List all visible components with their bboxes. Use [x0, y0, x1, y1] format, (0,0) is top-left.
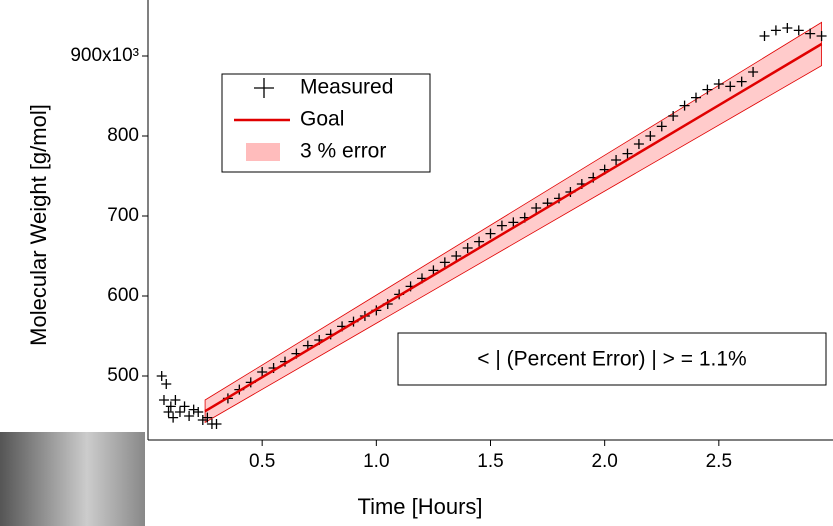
y-tick-label: 700 [107, 205, 139, 226]
x-tick-label: 1.0 [363, 451, 389, 472]
measured-point [496, 220, 507, 231]
measured-point [736, 76, 747, 87]
measured-point [656, 121, 667, 132]
measured-point [428, 265, 439, 276]
measured-point [179, 401, 190, 412]
measured-point [439, 257, 450, 268]
x-tick-label: 1.5 [477, 451, 503, 472]
measured-point [713, 79, 724, 89]
photo-fragment [0, 432, 145, 526]
measured-point [211, 419, 222, 429]
measured-point [725, 81, 736, 92]
x-tick-label: 2.0 [591, 451, 617, 472]
measured-point [202, 412, 213, 423]
measured-point [759, 31, 770, 41]
measured-point [782, 23, 793, 33]
measured-point [188, 404, 199, 415]
legend-label: 3 % error [300, 140, 386, 163]
measured-point [611, 155, 622, 165]
annotation: < | (Percent Error) | > = 1.1% [477, 348, 746, 371]
measured-point [174, 407, 185, 417]
x-tick-label: 0.5 [249, 451, 275, 472]
measured-point [633, 139, 644, 149]
measured-point [170, 395, 181, 405]
measured-point [451, 251, 462, 261]
measured-point [668, 111, 679, 121]
measured-point [691, 92, 701, 103]
measured-point [622, 148, 633, 159]
measured-point [158, 395, 169, 405]
measured-point [485, 228, 496, 239]
measured-point [257, 367, 268, 377]
measured-point [168, 412, 179, 423]
goal-line [204, 42, 823, 413]
y-tick-label: 800 [107, 125, 139, 146]
legend-label: Measured [300, 76, 393, 99]
y-tick-label: 900x10³ [70, 45, 139, 66]
measured-point [156, 371, 167, 381]
measured-point [462, 243, 473, 253]
y-tick-label: 500 [107, 365, 139, 386]
measured-point [165, 401, 176, 412]
y-axis-title: Molecular Weight [g/mol] [26, 104, 51, 346]
measured-point [702, 84, 713, 95]
measured-point [508, 217, 519, 228]
measured-point [193, 407, 204, 417]
legend-swatch [246, 143, 280, 161]
measured-point [184, 411, 195, 421]
measured-point [197, 415, 208, 425]
y-tick-label: 600 [107, 285, 139, 306]
annotation-box [397, 332, 827, 386]
x-axis-title: Time [Hours] [357, 494, 482, 519]
measured-point [816, 31, 827, 41]
measured-point [748, 67, 759, 77]
measured-point [163, 407, 174, 417]
measured-point [679, 100, 690, 111]
measured-point [805, 28, 816, 39]
measured-point [474, 236, 485, 247]
legend-swatch [254, 78, 274, 98]
measured-point [770, 25, 781, 36]
measured-point [793, 25, 804, 36]
legend-label: Goal [300, 108, 344, 131]
x-tick-label: 2.5 [706, 451, 732, 472]
measured-point [645, 131, 656, 141]
measured-point [161, 379, 172, 389]
measured-point [531, 203, 542, 213]
